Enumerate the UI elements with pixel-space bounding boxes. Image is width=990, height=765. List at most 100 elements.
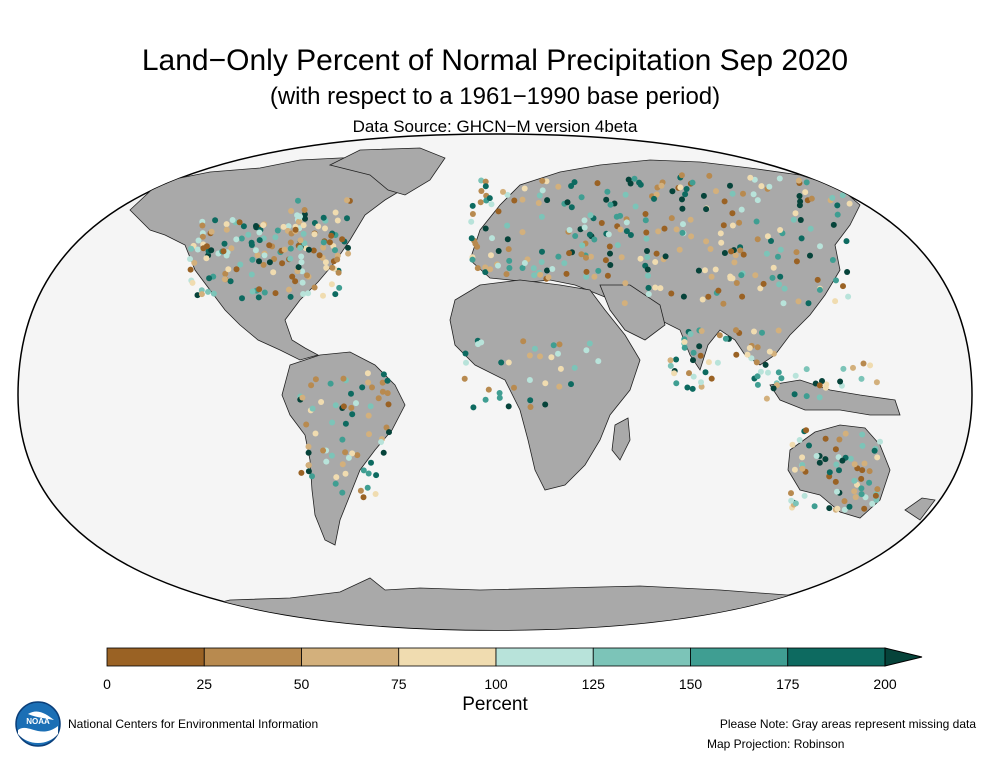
station-dot (858, 485, 865, 492)
station-dot (348, 390, 354, 397)
station-dot (339, 461, 346, 468)
station-dot (792, 372, 799, 379)
colorbar-cell (495, 647, 594, 667)
station-dot (288, 208, 295, 214)
station-dot (555, 253, 562, 260)
station-dot (332, 209, 339, 216)
station-dot (834, 202, 841, 209)
station-dot (727, 273, 734, 280)
station-dot (556, 341, 563, 348)
station-dot (811, 503, 818, 510)
station-dot (727, 182, 733, 189)
station-dot (617, 212, 624, 219)
station-dot (729, 210, 736, 217)
station-dot (305, 246, 312, 253)
map-subtitle: (with respect to a 1961−1990 base period… (269, 83, 721, 110)
station-dot (716, 332, 723, 339)
station-dot (488, 201, 495, 208)
station-dot (832, 446, 839, 453)
station-dot (708, 273, 715, 280)
station-dot (303, 421, 310, 428)
station-dot (572, 233, 579, 239)
station-dot (327, 380, 334, 387)
station-dot (677, 184, 684, 191)
station-dot (309, 405, 316, 412)
station-dot (720, 222, 727, 229)
colorbar-cell (592, 647, 691, 667)
station-dot (834, 211, 841, 218)
station-dot (248, 242, 255, 248)
station-dot (345, 454, 352, 461)
station-dot (680, 221, 686, 228)
station-dot (776, 175, 783, 182)
station-dot (579, 242, 586, 249)
station-dot (482, 225, 489, 232)
station-dot (750, 191, 757, 198)
station-dot (295, 197, 301, 204)
station-dot (535, 200, 542, 206)
station-dot (206, 275, 213, 282)
station-dot (359, 384, 366, 391)
land-madagascar (611, 417, 631, 461)
station-dot (485, 386, 492, 393)
station-dot (194, 246, 201, 253)
station-dot (718, 239, 725, 246)
station-dot (568, 183, 575, 189)
station-dot (740, 190, 746, 197)
station-dot (300, 222, 307, 229)
station-dot (482, 178, 489, 185)
station-dot (482, 264, 489, 271)
station-dot (255, 294, 262, 301)
station-dot (796, 202, 803, 209)
svg-text:NOAA: NOAA (26, 717, 50, 726)
station-dot (586, 231, 593, 238)
station-dot (661, 225, 668, 232)
station-dot (657, 285, 664, 292)
station-dot (320, 214, 327, 221)
station-dot (301, 211, 308, 218)
station-dot (802, 189, 809, 196)
station-dot (866, 479, 873, 486)
station-dot (757, 368, 764, 375)
station-dot (623, 219, 630, 226)
projection-note: Map Projection: Robinson (707, 737, 845, 751)
station-dot (292, 226, 299, 233)
station-dot (511, 384, 517, 391)
station-dot (249, 256, 256, 263)
noaa-logo: NOAA (15, 701, 61, 747)
station-dot (842, 430, 849, 437)
station-dot (816, 382, 823, 389)
station-dot (203, 255, 210, 262)
station-dot (839, 192, 846, 199)
station-dot (763, 395, 770, 402)
station-dot (792, 500, 799, 507)
station-dot (542, 401, 549, 408)
station-dot (339, 489, 346, 496)
station-dot (272, 290, 279, 297)
colorbar-tick-label: 50 (293, 676, 310, 692)
station-dot (320, 292, 326, 299)
station-dot (372, 491, 379, 497)
station-dot (814, 276, 821, 283)
station-dot (768, 238, 774, 244)
station-dot (248, 271, 255, 278)
station-dot (368, 459, 374, 466)
station-dot (366, 431, 372, 438)
station-dot (236, 219, 243, 226)
station-dot (769, 274, 776, 281)
station-dot (733, 351, 740, 358)
station-dot (826, 469, 833, 476)
station-dot (581, 217, 588, 224)
station-dot (561, 260, 568, 267)
station-dot (365, 412, 372, 419)
station-dot (305, 462, 312, 469)
station-dot (260, 261, 267, 268)
station-dot (681, 339, 688, 345)
station-dot (495, 248, 502, 254)
station-dot (702, 369, 709, 376)
station-dot (737, 247, 744, 254)
station-dot (873, 379, 880, 386)
station-dot (798, 235, 805, 242)
station-dot (310, 247, 317, 254)
station-dot (673, 356, 680, 363)
